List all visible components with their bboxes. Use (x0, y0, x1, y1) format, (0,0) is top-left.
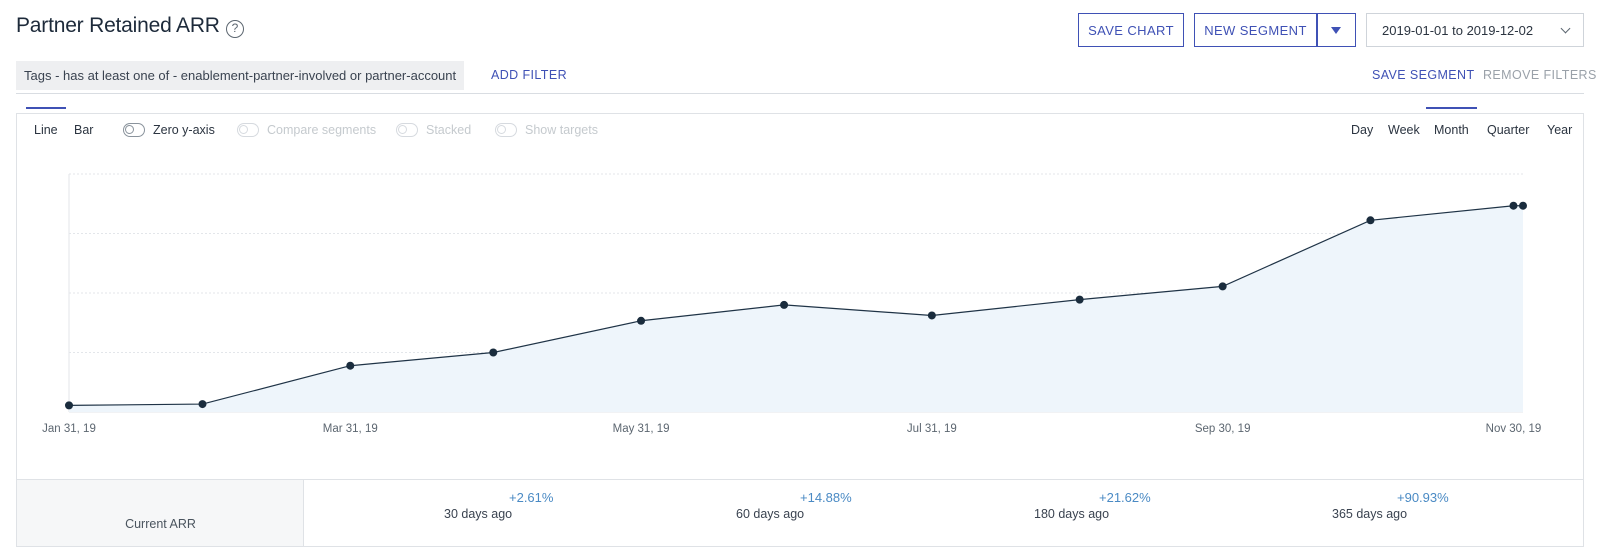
help-icon[interactable]: ? (226, 20, 244, 38)
data-point (927, 311, 936, 320)
interval-quarter-tab[interactable]: Quarter (1487, 123, 1530, 137)
data-point (1218, 282, 1227, 291)
caret-down-icon (1331, 26, 1341, 34)
interval-year-tab[interactable]: Year (1547, 123, 1573, 137)
delta-180-days: +21.62% (1099, 490, 1151, 505)
current-arr-label: Current ARR (125, 517, 196, 531)
add-filter-button[interactable]: ADD FILTER (491, 68, 567, 82)
period-180-days: 180 days ago (1034, 507, 1110, 521)
data-point (1366, 216, 1375, 225)
x-tick-label: May 31, 19 (613, 423, 670, 435)
data-point (346, 361, 355, 370)
data-point (1075, 295, 1084, 304)
series-area (69, 205, 1523, 412)
zero-y-axis-label: Zero y-axis (153, 123, 215, 137)
data-point (637, 316, 646, 325)
chart-type-line-tab[interactable]: Line (26, 107, 66, 137)
arr-line-chart: Jan 31, 19 Mar 31, 19 May 31, 19 Jul 31, 19… (42, 173, 1542, 435)
chevron-down-icon (1560, 23, 1571, 34)
page-title: Partner Retained ARR (16, 14, 220, 37)
show-targets-toggle[interactable] (495, 123, 517, 137)
series-line (68, 205, 1523, 406)
period-365-days: 365 days ago (1332, 507, 1408, 521)
period-30-days: 30 days ago (444, 507, 513, 521)
date-range-select[interactable]: 2019-01-01 to 2019-12-02 (1366, 13, 1584, 47)
x-tick-label: Nov 30, 19 (1486, 423, 1542, 435)
save-segment-button[interactable]: SAVE SEGMENT (1372, 68, 1475, 82)
chart-type-bar-tab[interactable]: Bar (74, 123, 94, 137)
stacked-label: Stacked (426, 123, 472, 137)
chart-panel: Line Bar Zero y-axis Compare segments St… (16, 107, 1584, 479)
filter-chip[interactable]: Tags - has at least one of - enablement-… (16, 61, 465, 90)
summary-label-cell: Current ARR (17, 480, 304, 546)
data-point (780, 300, 789, 309)
summary-panel: Current ARR +2.61% 30 days ago +14.88% 6… (16, 479, 1584, 547)
interval-day-tab[interactable]: Day (1351, 123, 1374, 137)
compare-segments-label: Compare segments (267, 123, 377, 137)
show-targets-label: Show targets (525, 123, 598, 137)
interval-month-tab[interactable]: Month (1426, 107, 1477, 137)
date-range-value: 2019-01-01 to 2019-12-02 (1382, 22, 1534, 38)
x-tick-label: Sep 30, 19 (1195, 423, 1251, 435)
data-point (1519, 201, 1527, 210)
stacked-toggle[interactable] (396, 123, 418, 137)
delta-30-days: +2.61% (509, 490, 554, 505)
zero-y-axis-toggle[interactable] (123, 123, 145, 137)
delta-365-days: +90.93% (1397, 490, 1449, 505)
data-point (1509, 201, 1518, 210)
interval-week-tab[interactable]: Week (1388, 123, 1420, 137)
filter-divider (16, 93, 1584, 94)
data-point (65, 401, 73, 410)
data-point (489, 348, 498, 357)
save-chart-button[interactable]: SAVE CHART (1078, 13, 1184, 47)
x-tick-label: Jan 31, 19 (42, 423, 96, 435)
x-tick-label: Jul 31, 19 (907, 423, 957, 435)
period-60-days: 60 days ago (736, 507, 805, 521)
delta-60-days: +14.88% (800, 490, 852, 505)
filter-chip-label: Tags - has at least one of - enablement-… (24, 68, 457, 83)
new-segment-dropdown-button[interactable] (1316, 13, 1356, 47)
x-tick-label: Mar 31, 19 (323, 423, 378, 435)
remove-filters-button[interactable]: REMOVE FILTERS (1483, 68, 1597, 82)
data-point (198, 400, 207, 409)
compare-segments-toggle[interactable] (237, 123, 259, 137)
new-segment-button[interactable]: NEW SEGMENT (1194, 13, 1316, 47)
